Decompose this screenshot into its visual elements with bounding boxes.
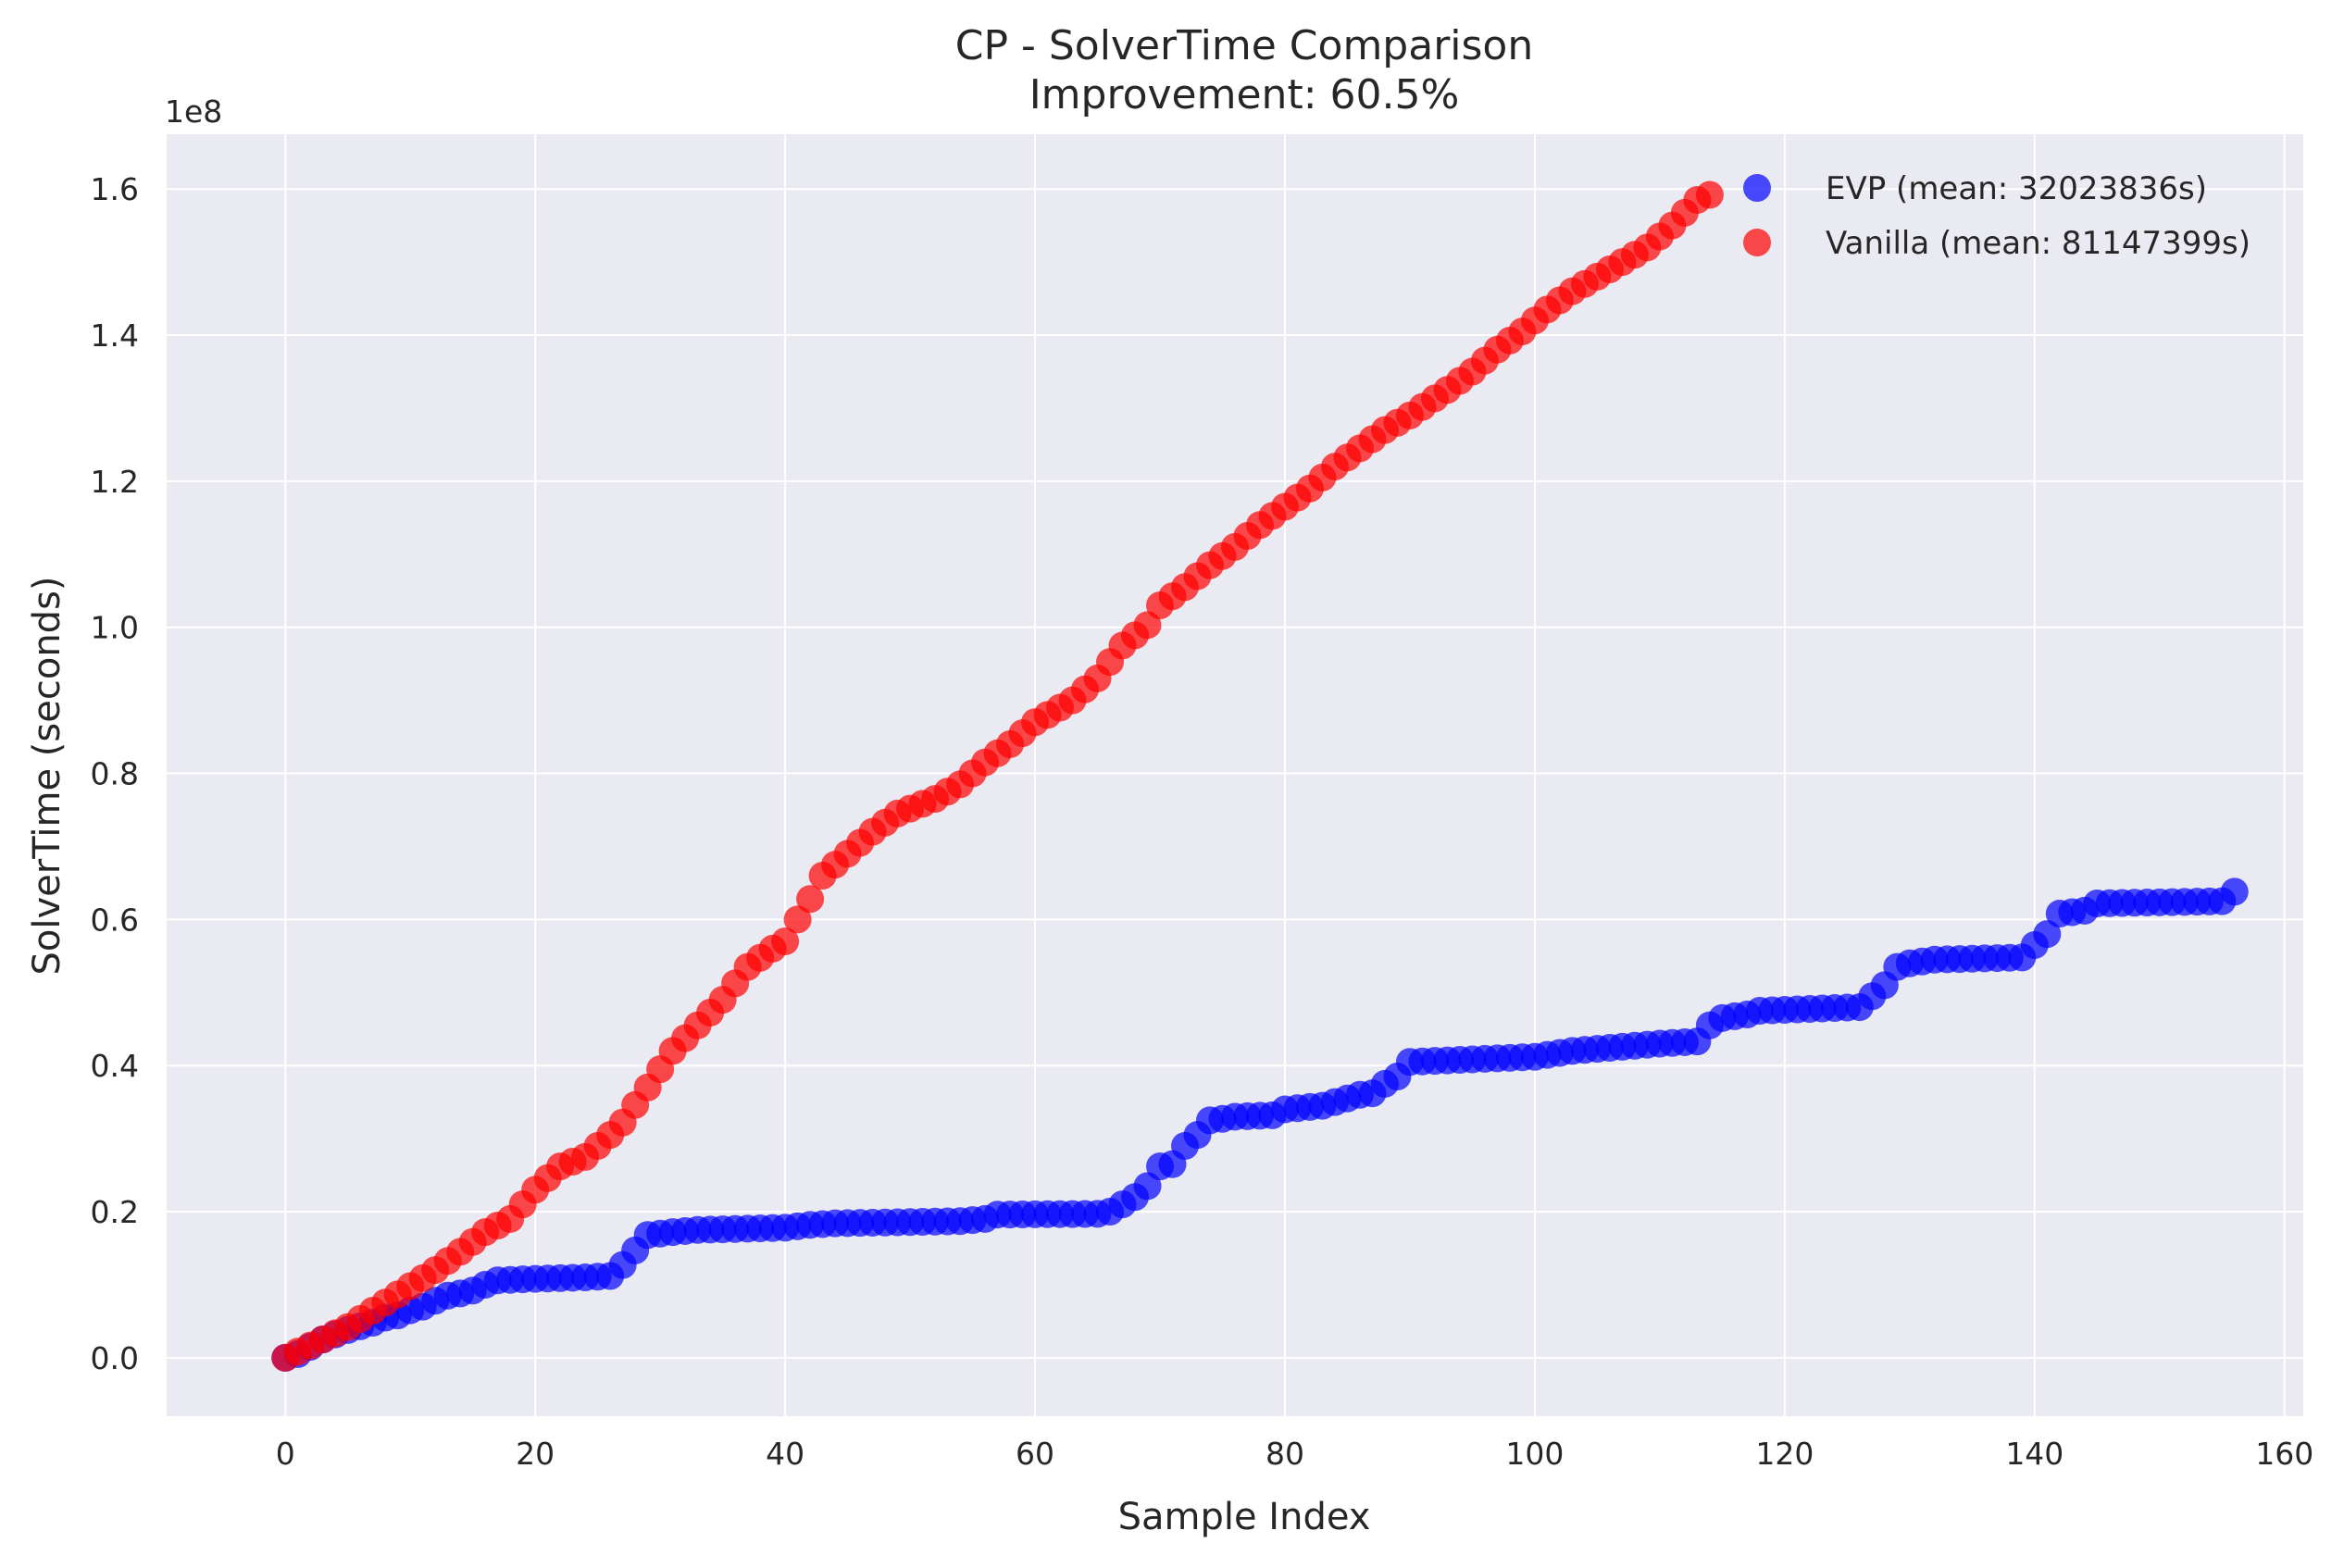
x-tick-label: 160: [2255, 1436, 2313, 1472]
data-point: [796, 885, 825, 914]
legend-marker-vanilla: [1743, 229, 1771, 256]
y-axis-label: SolverTime (seconds): [26, 576, 69, 975]
data-point: [783, 905, 812, 934]
legend-label-vanilla: Vanilla (mean: 81147399s): [1826, 225, 2250, 262]
data-points: [271, 180, 2249, 1372]
tick-labels: 0 20 40 60 80 100 120 140 160 0.0 0.2 0.4 0.6 0.8 1.0 1…: [91, 171, 2314, 1472]
y-tick-label: 0.0: [91, 1340, 139, 1376]
y-tick-label: 0.8: [91, 756, 139, 792]
legend-marker-evp: [1743, 174, 1771, 202]
y-tick-label: 1.2: [91, 464, 139, 500]
data-point: [1133, 1172, 1162, 1201]
y-tick-label: 1.0: [91, 610, 139, 646]
y-tick-label: 1.4: [91, 317, 139, 354]
x-tick-label: 100: [1505, 1436, 1564, 1472]
y-tick-label: 0.4: [91, 1048, 139, 1084]
x-tick-label: 140: [2005, 1436, 2063, 1472]
x-tick-label: 0: [276, 1436, 295, 1472]
y-tick-label: 0.2: [91, 1194, 139, 1230]
data-point: [1133, 611, 1162, 640]
x-tick-label: 80: [1266, 1436, 1304, 1472]
x-tick-label: 40: [766, 1436, 804, 1472]
x-axis-label: Sample Index: [1118, 1496, 1371, 1538]
chart-subtitle: Improvement: 60.5%: [1029, 71, 1460, 118]
x-tick-label: 20: [516, 1436, 555, 1472]
legend: EVP (mean: 32023836s) Vanilla (mean: 811…: [1743, 170, 2250, 262]
grid: [167, 134, 2303, 1416]
chart-title: CP - SolverTime Comparison: [955, 22, 1534, 69]
data-point: [771, 927, 800, 956]
x-tick-label: 60: [1016, 1436, 1054, 1472]
y-axis-offset-label: 1e8: [165, 93, 222, 130]
data-point: [1695, 180, 1724, 209]
data-point: [2033, 920, 2062, 949]
legend-label-evp: EVP (mean: 32023836s): [1826, 170, 2207, 207]
x-tick-label: 120: [1755, 1436, 1814, 1472]
series-vanilla: [271, 180, 1724, 1372]
data-point: [2220, 877, 2249, 906]
y-tick-label: 1.6: [91, 171, 139, 207]
y-tick-label: 0.6: [91, 902, 139, 938]
